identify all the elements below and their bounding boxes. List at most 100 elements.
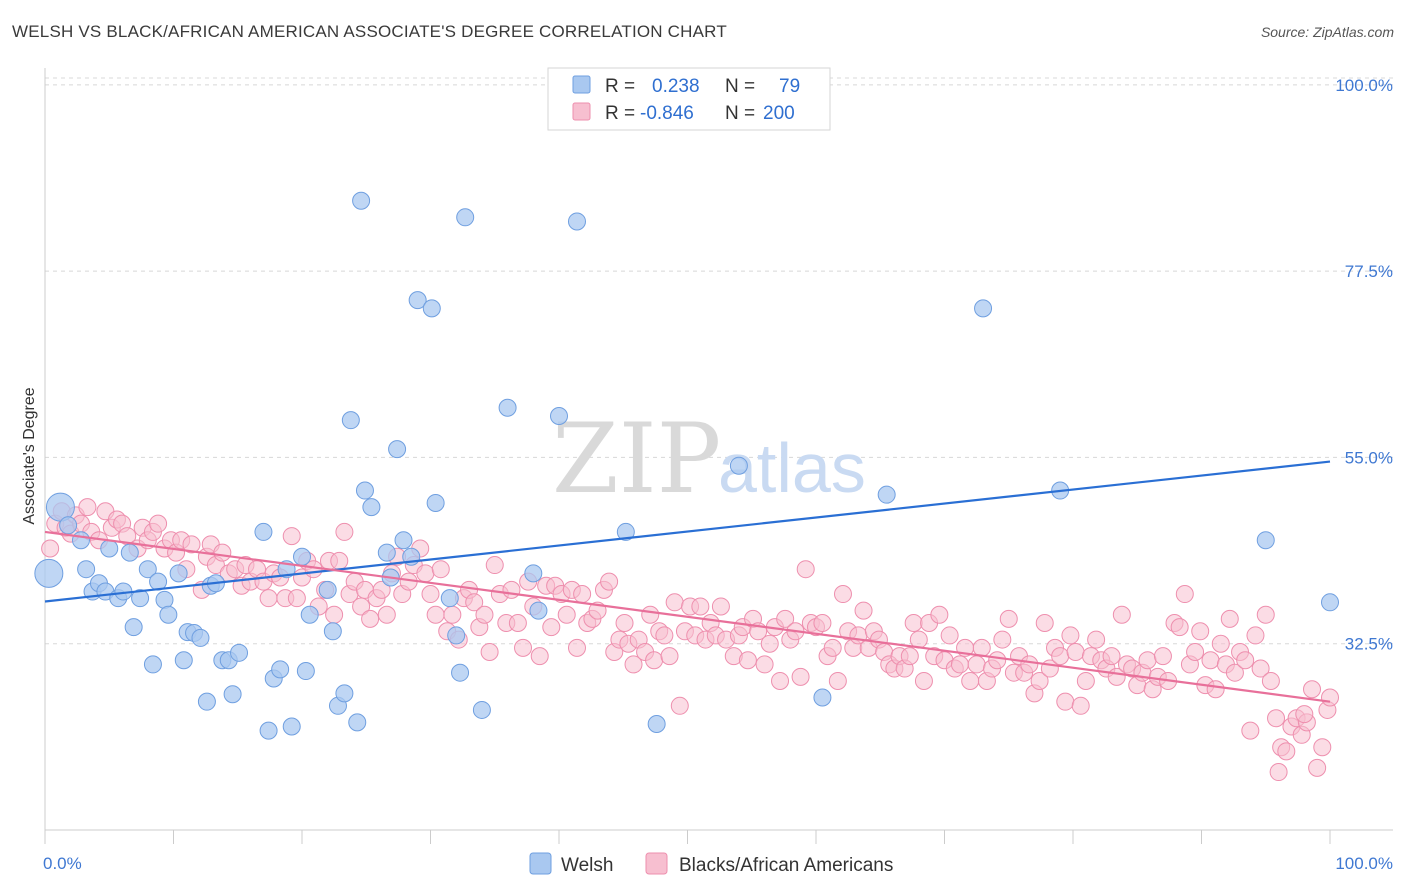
welsh-point <box>169 564 188 583</box>
welsh-point <box>394 531 413 550</box>
blacks-point <box>1186 642 1205 661</box>
welsh-point <box>282 717 301 736</box>
blacks-point <box>508 614 527 633</box>
welsh-point <box>120 543 139 562</box>
welsh-point <box>388 440 407 459</box>
blacks-point <box>530 647 549 666</box>
blacks-point <box>149 514 168 533</box>
welsh-point <box>259 721 278 740</box>
blacks-point <box>988 651 1007 670</box>
blacks-point <box>1251 659 1270 678</box>
blacks-point <box>416 564 435 583</box>
blacks-point <box>567 638 586 657</box>
welsh-point <box>155 590 174 609</box>
welsh-point <box>550 407 568 426</box>
blacks-point <box>1220 609 1239 628</box>
legend-bottom-swatch-blacks <box>645 852 668 875</box>
welsh-point <box>377 543 396 562</box>
welsh-point <box>1321 593 1339 612</box>
welsh-point <box>472 700 491 719</box>
welsh-point <box>355 481 374 500</box>
blacks-point <box>1051 647 1070 666</box>
welsh-point <box>100 539 119 558</box>
blacks-point <box>485 556 504 575</box>
welsh-point <box>335 684 354 703</box>
welsh-point <box>34 558 64 588</box>
blacks-point <box>1303 680 1322 699</box>
blacks-point <box>443 605 462 624</box>
welsh-point <box>323 622 342 641</box>
blacks-point <box>431 560 450 579</box>
welsh-point <box>456 208 475 227</box>
welsh-point <box>616 522 635 541</box>
blacks-point <box>1277 742 1296 761</box>
blacks-point <box>1138 651 1157 670</box>
x-tick-label-start: 0.0% <box>43 854 82 873</box>
welsh-point <box>300 605 319 624</box>
blacks-point <box>335 522 354 541</box>
blacks-point <box>1295 705 1314 724</box>
blacks-point <box>1030 671 1049 690</box>
blacks-point <box>573 585 592 604</box>
welsh-point <box>524 564 543 583</box>
welsh-point <box>1256 531 1275 550</box>
blacks-point <box>213 543 232 562</box>
blacks-point <box>480 642 499 661</box>
blacks-point <box>930 605 949 624</box>
welsh-point <box>974 299 993 318</box>
y-axis-title: Associate's Degree <box>21 387 38 524</box>
blacks-point <box>361 609 380 628</box>
blacks-point <box>999 609 1018 628</box>
blacks-point <box>1236 651 1255 670</box>
welsh-point <box>124 618 143 637</box>
blacks-point <box>854 601 873 620</box>
y-tick-label: 55.0% <box>1345 448 1393 467</box>
blacks-point <box>1313 738 1332 757</box>
blacks-point <box>1261 671 1280 690</box>
blacks-point <box>41 539 60 558</box>
blacks-point <box>1076 671 1095 690</box>
welsh-point <box>422 299 441 318</box>
welsh-point <box>408 291 427 310</box>
blacks-point <box>900 647 919 666</box>
welsh-point <box>729 456 748 475</box>
blacks-point <box>372 580 391 599</box>
blacks-point <box>325 605 344 624</box>
welsh-point <box>341 411 360 430</box>
blacks-point <box>1102 647 1121 666</box>
blacks-point <box>624 655 643 674</box>
chart-source: Source: ZipAtlas.com <box>1260 24 1394 40</box>
blacks-point <box>1321 688 1339 707</box>
blacks-point <box>1035 614 1054 633</box>
legend-n-value-welsh: 79 <box>779 76 800 97</box>
blacks-point <box>1225 663 1244 682</box>
welsh-point <box>318 580 337 599</box>
blacks-point <box>475 605 494 624</box>
blacks-point <box>755 655 774 674</box>
blacks-point <box>514 638 533 657</box>
blacks-point <box>961 671 980 690</box>
blacks-point <box>1206 680 1225 699</box>
welsh-point <box>138 560 157 579</box>
legend-top: R = 0.238 N = 79 R = -0.846 N = 200 <box>547 67 831 131</box>
blacks-point <box>1020 655 1039 674</box>
welsh-point <box>191 628 210 647</box>
legend-n-label-blacks: N = <box>725 103 755 124</box>
trend-line-welsh <box>44 460 1331 603</box>
welsh-point <box>498 398 517 417</box>
blacks-point <box>833 585 852 604</box>
blacks-point <box>1087 630 1106 649</box>
blacks-point <box>823 638 842 657</box>
blacks-point <box>711 597 730 616</box>
blacks-point <box>1211 634 1230 653</box>
blacks-point <box>813 614 832 633</box>
blacks-point <box>1256 605 1275 624</box>
welsh-point <box>131 589 150 608</box>
blacks-point <box>259 589 278 608</box>
welsh-point <box>440 589 459 608</box>
welsh-point <box>271 660 290 679</box>
y-tick-label: 100.0% <box>1335 76 1393 95</box>
welsh-point <box>77 560 96 579</box>
y-tick-label: 32.5% <box>1345 635 1393 654</box>
legend-bottom-swatch-welsh <box>529 852 552 875</box>
